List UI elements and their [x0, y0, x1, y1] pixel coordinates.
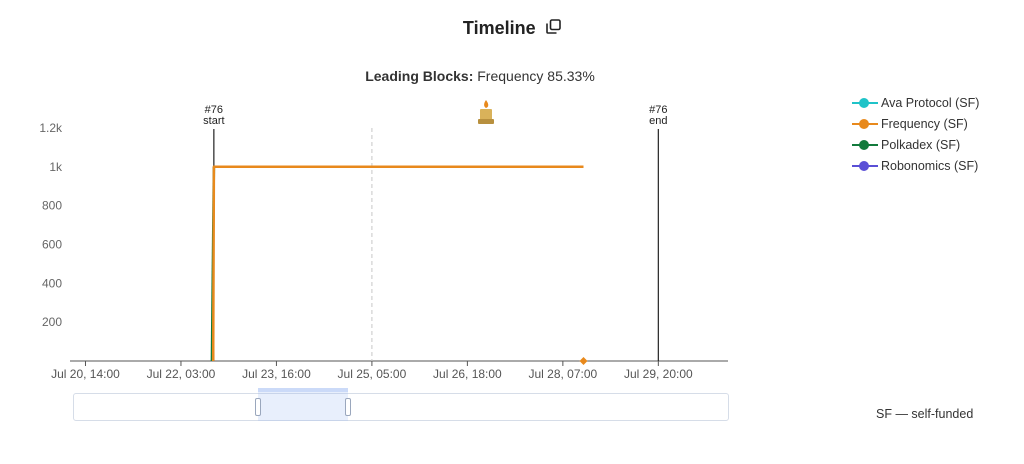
legend-label: Frequency (SF) [881, 116, 968, 131]
zoom-handle-left[interactable] [255, 398, 261, 416]
legend-label: Polkadex (SF) [881, 137, 961, 152]
legend-label: Ava Protocol (SF) [881, 95, 980, 110]
x-tick-label: Jul 22, 03:00 [147, 367, 216, 381]
x-tick-label: Jul 20, 14:00 [51, 367, 120, 381]
chart-title-bar: Timeline [0, 18, 1024, 39]
marker-label-top: #76 [649, 104, 667, 116]
x-tick-label: Jul 29, 20:00 [624, 367, 693, 381]
series-line-frequency-sf [211, 165, 584, 362]
chart-subtitle: Leading Blocks: Frequency 85.33% [0, 68, 960, 84]
copy-icon[interactable] [546, 18, 561, 39]
legend: Ava Protocol (SF) Frequency (SF) Polkade… [852, 92, 979, 176]
subtitle-value: Frequency 85.33% [477, 68, 595, 84]
legend-swatch [852, 138, 878, 152]
y-tick-label: 200 [42, 315, 62, 329]
legend-item-robonomics[interactable]: Robonomics (SF) [852, 155, 979, 176]
x-tick-label: Jul 26, 18:00 [433, 367, 502, 381]
page-title: Timeline [462, 18, 536, 38]
legend-swatch [852, 159, 878, 173]
legend-item-frequency[interactable]: Frequency (SF) [852, 113, 979, 134]
x-tick-label: Jul 28, 07:00 [528, 367, 597, 381]
y-tick-label: 600 [42, 238, 62, 252]
legend-swatch [852, 96, 878, 110]
legend-swatch [852, 117, 878, 131]
y-tick-label: 1.2k [39, 121, 63, 135]
y-tick-label: 400 [42, 276, 62, 290]
zoom-slider-track[interactable] [73, 393, 729, 421]
x-tick-label: Jul 25, 05:00 [338, 367, 407, 381]
zoom-handle-right[interactable] [345, 398, 351, 416]
subtitle-label: Leading Blocks: [365, 68, 474, 84]
y-tick-label: 1k [49, 160, 63, 174]
candle-icon [478, 100, 494, 124]
footnote: SF — self-funded [876, 407, 974, 421]
marker-label-bottom: start [203, 115, 224, 127]
legend-item-polkadex[interactable]: Polkadex (SF) [852, 134, 979, 155]
legend-label: Robonomics (SF) [881, 158, 979, 173]
legend-item-ava-protocol[interactable]: Ava Protocol (SF) [852, 92, 979, 113]
marker-label-bottom: end [649, 115, 667, 127]
marker-label-top: #76 [205, 104, 223, 116]
x-tick-label: Jul 23, 16:00 [242, 367, 311, 381]
zoom-slider-window[interactable] [258, 388, 348, 421]
y-tick-label: 800 [42, 199, 62, 213]
series-end-point [579, 357, 588, 365]
